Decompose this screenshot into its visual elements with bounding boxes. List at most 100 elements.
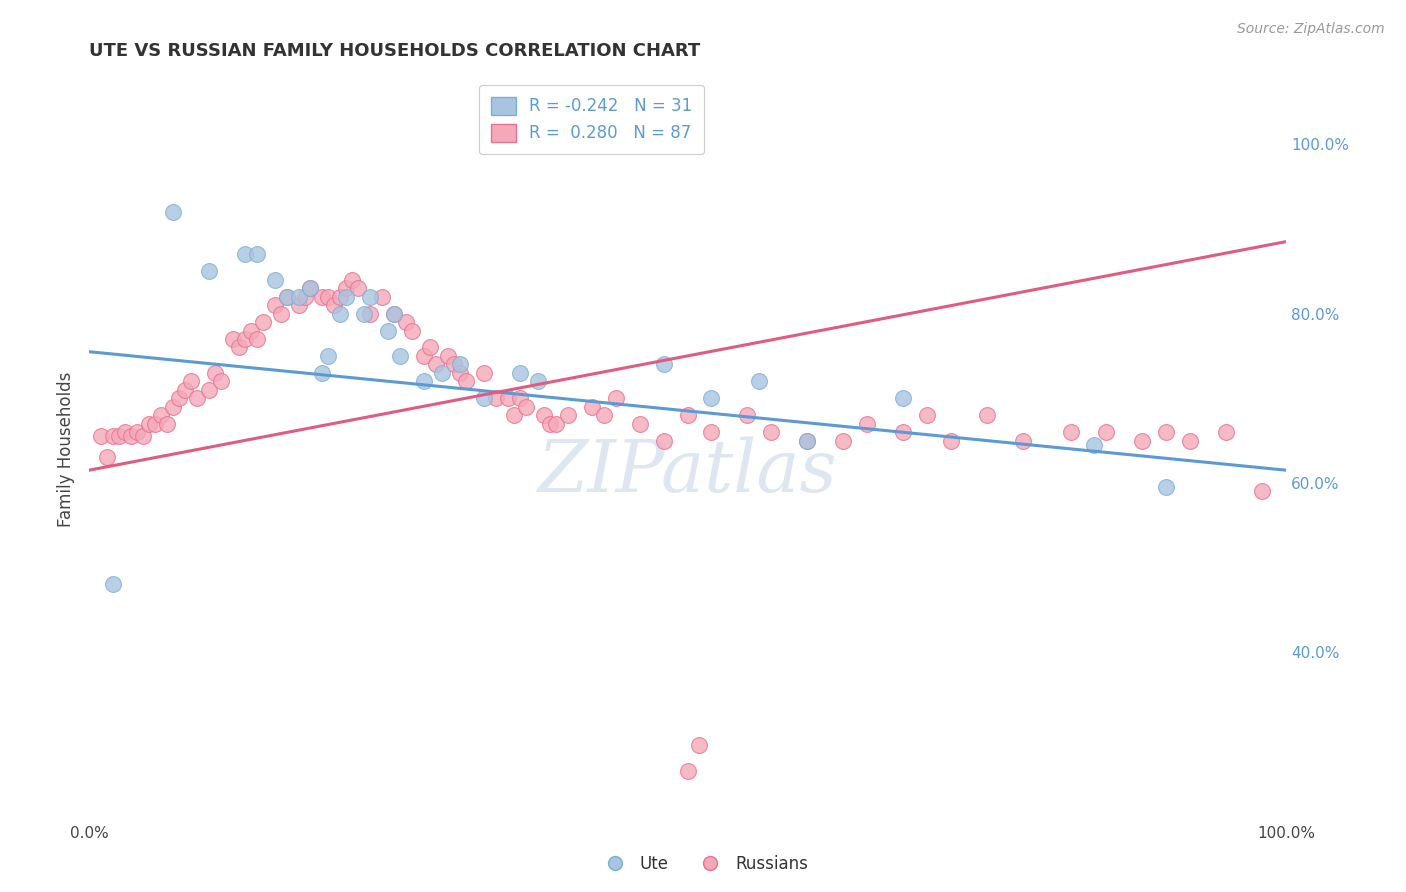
Point <box>246 332 269 346</box>
Point <box>1083 438 1105 452</box>
Point <box>299 281 322 295</box>
Point <box>533 408 555 422</box>
Point <box>335 290 357 304</box>
Point <box>173 383 195 397</box>
Point <box>204 366 226 380</box>
Point <box>472 391 495 405</box>
Point <box>832 434 855 448</box>
Point <box>329 290 352 304</box>
Point <box>101 577 124 591</box>
Point <box>443 358 465 372</box>
Point <box>527 374 550 388</box>
Point <box>359 290 381 304</box>
Point <box>496 391 519 405</box>
Point <box>737 408 759 422</box>
Point <box>652 434 675 448</box>
Point <box>359 307 381 321</box>
Point <box>311 290 333 304</box>
Point <box>186 391 208 405</box>
Point <box>557 408 579 422</box>
Point <box>276 290 298 304</box>
Point <box>1154 480 1177 494</box>
Text: UTE VS RUSSIAN FAMILY HOUSEHOLDS CORRELATION CHART: UTE VS RUSSIAN FAMILY HOUSEHOLDS CORRELA… <box>89 42 700 60</box>
Point <box>252 315 274 329</box>
Point <box>233 332 256 346</box>
Point <box>287 290 309 304</box>
Point <box>294 290 316 304</box>
Point <box>239 324 262 338</box>
Point <box>377 324 399 338</box>
Point <box>246 247 269 261</box>
Point <box>263 273 285 287</box>
Point <box>976 408 998 422</box>
Point <box>401 324 423 338</box>
Point <box>1011 434 1033 448</box>
Point <box>456 374 478 388</box>
Point <box>581 400 603 414</box>
Point <box>233 247 256 261</box>
Point <box>856 417 879 431</box>
Point <box>371 290 394 304</box>
Point <box>1095 425 1118 439</box>
Point <box>342 273 364 287</box>
Point <box>700 391 723 405</box>
Point <box>485 391 508 405</box>
Point <box>915 408 938 422</box>
Point <box>796 434 818 448</box>
Point <box>515 400 537 414</box>
Point <box>592 408 614 422</box>
Point <box>162 205 184 219</box>
Point <box>389 349 412 363</box>
Point <box>180 374 202 388</box>
Point <box>108 429 131 443</box>
Point <box>143 417 166 431</box>
Point <box>335 281 357 295</box>
Point <box>1154 425 1177 439</box>
Point <box>162 400 184 414</box>
Point <box>138 417 160 431</box>
Point <box>449 366 471 380</box>
Point <box>270 307 292 321</box>
Point <box>197 383 219 397</box>
Point <box>125 425 148 439</box>
Point <box>311 366 333 380</box>
Point <box>1130 434 1153 448</box>
Text: ZIPatlas: ZIPatlas <box>537 436 838 507</box>
Point <box>132 429 155 443</box>
Point <box>413 349 436 363</box>
Y-axis label: Family Households: Family Households <box>58 371 75 526</box>
Legend: Ute, Russians: Ute, Russians <box>592 848 814 880</box>
Point <box>156 417 179 431</box>
Point <box>1059 425 1081 439</box>
Point <box>430 366 453 380</box>
Point <box>167 391 190 405</box>
Point <box>509 366 531 380</box>
Point <box>347 281 370 295</box>
Point <box>700 425 723 439</box>
Point <box>318 349 340 363</box>
Point <box>503 408 526 422</box>
Point <box>149 408 172 422</box>
Point <box>120 429 142 443</box>
Legend: R = -0.242   N = 31, R =  0.280   N = 87: R = -0.242 N = 31, R = 0.280 N = 87 <box>479 85 704 154</box>
Point <box>395 315 418 329</box>
Text: Source: ZipAtlas.com: Source: ZipAtlas.com <box>1237 22 1385 37</box>
Point <box>329 307 352 321</box>
Point <box>287 298 309 312</box>
Point <box>437 349 460 363</box>
Point <box>382 307 405 321</box>
Point <box>509 391 531 405</box>
Point <box>382 307 405 321</box>
Point <box>222 332 245 346</box>
Point <box>688 739 710 753</box>
Point <box>419 341 441 355</box>
Point <box>413 374 436 388</box>
Point <box>1180 434 1202 448</box>
Point <box>318 290 340 304</box>
Point <box>114 425 136 439</box>
Point <box>228 341 250 355</box>
Point <box>101 429 124 443</box>
Point <box>197 264 219 278</box>
Point <box>761 425 783 439</box>
Point <box>796 434 818 448</box>
